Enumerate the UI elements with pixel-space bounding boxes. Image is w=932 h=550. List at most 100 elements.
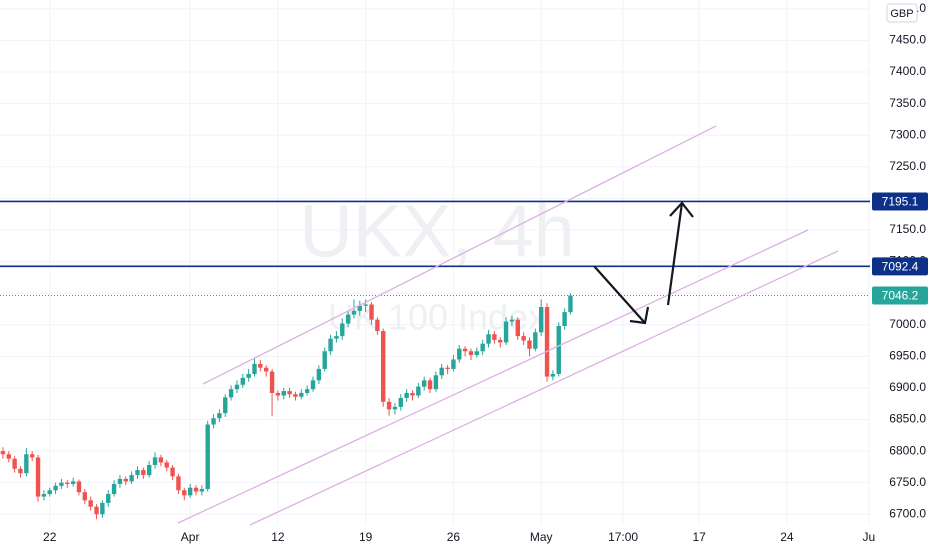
y-tick-label: 7450.0: [889, 33, 926, 47]
candle-body: [146, 464, 152, 476]
candle-body: [47, 490, 52, 495]
candle-body: [199, 488, 205, 492]
candle-body: [492, 334, 497, 340]
level-label: 7092.4: [882, 260, 919, 274]
candle-body: [59, 482, 64, 486]
candle-body: [486, 334, 491, 344]
candle-body: [246, 374, 251, 378]
x-tick-label: 26: [447, 530, 461, 544]
y-tick-label: 6850.0: [889, 412, 926, 426]
candle-body: [106, 494, 111, 503]
candle-body: [480, 343, 485, 352]
candle-body: [421, 380, 427, 387]
candle-body: [211, 418, 216, 425]
y-tick-label: 7150.0: [889, 222, 926, 236]
candle-body: [357, 305, 363, 311]
x-tick-label: May: [530, 530, 553, 544]
candle-body: [123, 478, 128, 482]
candle-body: [258, 363, 263, 368]
currency-badge[interactable]: [886, 3, 918, 23]
candle-body: [503, 321, 509, 343]
y-tick-label: 7000.0: [889, 317, 926, 331]
level-label-box: [872, 257, 928, 276]
candle-body: [304, 389, 310, 393]
watermark-title: UKX, 4h: [299, 190, 575, 273]
arrow: [593, 265, 646, 324]
candle-body: [433, 375, 439, 390]
y-tick-label: 6900.0: [889, 380, 926, 394]
candle-body: [275, 392, 281, 396]
candle-body: [538, 307, 544, 333]
x-tick-label: Ju: [862, 530, 875, 544]
candle-body: [287, 391, 292, 395]
candle-body: [252, 363, 257, 375]
candle-body: [65, 482, 70, 484]
candle-body: [100, 502, 105, 515]
candle-body: [439, 367, 444, 376]
y-tick-label: 7400.0: [889, 64, 926, 78]
y-tick-label: 7250.0: [889, 159, 926, 173]
x-tick-label: 24: [780, 530, 794, 544]
candle-body: [533, 332, 538, 349]
drawings: [177, 125, 839, 526]
plot-layer: [0, 200, 870, 520]
candle-body: [141, 470, 146, 476]
candle-body: [228, 389, 234, 398]
arrow: [666, 202, 684, 306]
candle-body: [398, 398, 403, 407]
y-tick-label: 7300.0: [889, 127, 926, 141]
candle-body: [340, 323, 345, 337]
candle-body: [269, 371, 275, 393]
axis-layer: 6700.0 6750.0 6800.0 6850.0 6900.0 6950.0 7000…: [43, 1, 928, 544]
candle-body: [310, 380, 316, 390]
candle-body: [299, 392, 304, 397]
candle-body: [351, 310, 357, 315]
candle-body: [41, 494, 47, 497]
candle-body: [240, 377, 246, 385]
x-tick-label: 17: [692, 530, 706, 544]
candle-body: [76, 481, 82, 493]
last-price-box: [872, 286, 928, 305]
candle-body: [223, 397, 228, 414]
candle-body: [193, 487, 199, 492]
candle-body: [568, 295, 573, 313]
level-label: 7195.1: [882, 195, 919, 209]
candle-body: [264, 367, 269, 372]
candle-body: [404, 392, 409, 399]
candle-body: [152, 457, 158, 465]
x-tick-label: 17:00: [608, 530, 638, 544]
candle-body: [35, 457, 41, 497]
candle-body: [0, 451, 6, 455]
candle-body: [334, 336, 339, 339]
candle-body: [117, 478, 123, 484]
arrow-head: [669, 201, 694, 218]
candle-body: [410, 392, 415, 396]
candle-body: [392, 406, 398, 410]
y-tick-label: 6750.0: [889, 475, 926, 489]
x-tick-label: 22: [43, 530, 57, 544]
last-price-label: 7046.2: [882, 289, 919, 303]
channel-line: [202, 125, 717, 385]
candle-body: [187, 487, 193, 496]
x-tick-label: 12: [271, 530, 285, 544]
channel-line: [177, 229, 809, 524]
candle-body: [521, 336, 526, 341]
x-tick-label: 19: [359, 530, 373, 544]
candle-body: [158, 457, 164, 463]
candle-body: [205, 424, 210, 489]
candle-body: [328, 338, 333, 352]
candle-body: [135, 470, 140, 476]
candle-body: [451, 359, 456, 369]
candle-body: [386, 401, 392, 410]
candle-body: [427, 380, 433, 390]
candle-body: [345, 314, 351, 324]
candle-body: [416, 386, 421, 396]
candle-body: [170, 467, 175, 477]
candle-body: [322, 351, 327, 369]
candle-body: [281, 391, 286, 396]
candle-body: [217, 413, 222, 419]
candle-body: [474, 351, 480, 356]
candle-body: [129, 475, 134, 482]
candle-body: [53, 485, 58, 491]
candle-body: [498, 339, 503, 343]
